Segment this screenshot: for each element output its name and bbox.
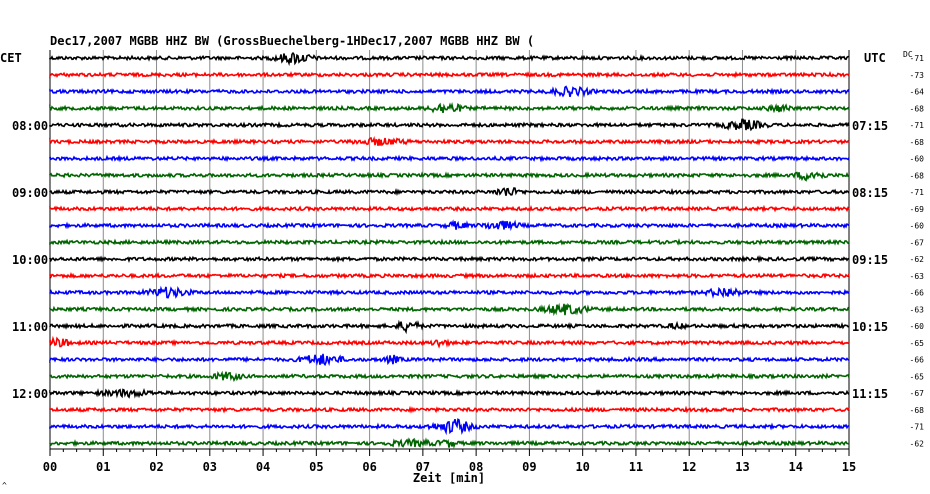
dc-offset-value: -71 (910, 423, 925, 432)
dc-offset-value: -68 (910, 138, 925, 147)
x-tick-label: 13 (735, 460, 749, 474)
trace-group (49, 51, 850, 449)
dc-offset-value: -71 (910, 54, 925, 63)
right-timezone-label: UTC (864, 51, 886, 65)
dc-offset-value: -66 (910, 356, 925, 365)
dc-offset-value: -64 (910, 88, 925, 97)
x-tick-label: 15 (842, 460, 856, 474)
dc-offset-value: -69 (910, 205, 925, 214)
dc-label: DC (903, 50, 913, 59)
x-tick-label: 08 (469, 460, 483, 474)
trace-row-12 (49, 238, 850, 246)
trace-row-13 (49, 254, 850, 264)
dc-offset-value: -73 (910, 71, 925, 80)
dc-offset-value: -60 (910, 322, 925, 331)
x-tick-label: 14 (789, 460, 803, 474)
x-tick-label: 03 (203, 460, 217, 474)
trace-row-1 (49, 51, 850, 67)
dc-offset-value: -68 (910, 104, 925, 113)
dc-offset-value: -71 (910, 121, 925, 130)
trace-row-22 (49, 405, 850, 414)
trace-row-23 (49, 418, 849, 436)
trace-row-20 (49, 370, 850, 382)
trace-row-10 (49, 204, 850, 213)
left-time-label: 12:00 (12, 387, 48, 401)
right-time-label: 10:15 (852, 320, 888, 334)
trace-row-6 (49, 135, 850, 147)
dc-offset-value: -66 (910, 289, 925, 298)
time-grid (49, 50, 850, 449)
trace-row-21 (49, 387, 850, 399)
dc-offset-value: -63 (910, 272, 925, 281)
trace-row-16 (49, 302, 850, 317)
trace-row-9 (49, 187, 850, 196)
x-tick-label: 10 (575, 460, 589, 474)
x-tick-label: 11 (629, 460, 643, 474)
x-axis: 00 01 02 03 04 05 06 07 08 09 10 11 12 13 14 15 (43, 448, 856, 474)
x-tick-label: 12 (682, 460, 696, 474)
x-tick-label: 07 (416, 460, 430, 474)
right-time-label: 09:15 (852, 253, 888, 267)
x-tick-label: 05 (309, 460, 323, 474)
x-tick-label: 04 (256, 460, 270, 474)
trace-row-15 (49, 285, 850, 299)
left-timezone-label: CET (0, 51, 22, 65)
trace-row-2 (49, 70, 850, 79)
trace-row-24 (49, 437, 850, 449)
dc-offset-value: -68 (910, 171, 925, 180)
left-time-label: 11:00 (12, 320, 48, 334)
left-time-label: 09:00 (12, 186, 48, 200)
chart-title: Dec17,2007 MGBB HHZ BW (GrossBuechelberg… (50, 34, 534, 48)
left-time-label: 08:00 (12, 119, 48, 133)
left-time-labels: 08:00 09:00 10:00 11:00 12:00 (12, 119, 48, 401)
right-time-label: 07:15 (852, 119, 888, 133)
corner-mark: ^ (2, 481, 7, 490)
x-axis-label: Zeit [min] (413, 471, 485, 485)
right-time-label: 08:15 (852, 186, 888, 200)
dc-offset-value: -60 (910, 155, 925, 164)
dc-offset-value: -68 (910, 406, 925, 415)
trace-row-18 (49, 335, 850, 349)
trace-row-3 (49, 85, 850, 98)
trace-row-8 (49, 171, 850, 182)
trace-row-7 (49, 154, 850, 163)
dc-offset-value: -62 (910, 255, 925, 264)
dc-offset-value: -65 (910, 372, 925, 381)
dc-offset-value: -62 (910, 439, 925, 448)
x-tick-label: 02 (149, 460, 163, 474)
x-tick-label: 00 (43, 460, 57, 474)
left-time-label: 10:00 (12, 253, 48, 267)
trace-row-11 (49, 219, 850, 232)
trace-row-4 (49, 101, 850, 114)
dc-offset-labels: -71 -73 -64 -68 -71 -68 -60 -68 -71 -69 -60 -67 -62 -… (910, 54, 925, 448)
dc-offset-value: -60 (910, 222, 925, 231)
dc-offset-value: -65 (910, 339, 925, 348)
trace-row-14 (49, 271, 850, 280)
x-tick-label: 09 (522, 460, 536, 474)
x-tick-label: 06 (362, 460, 376, 474)
trace-row-5 (49, 118, 850, 132)
right-time-label: 11:15 (852, 387, 888, 401)
trace-row-17 (49, 319, 850, 335)
x-tick-label: 01 (96, 460, 110, 474)
dc-offset-value: -63 (910, 305, 925, 314)
right-time-labels: 07:15 08:15 09:15 10:15 11:15 (852, 119, 888, 401)
dc-offset-value: -67 (910, 389, 925, 398)
dc-offset-value: -67 (910, 238, 925, 247)
dc-offset-value: -71 (910, 188, 925, 197)
trace-row-19 (49, 353, 850, 367)
